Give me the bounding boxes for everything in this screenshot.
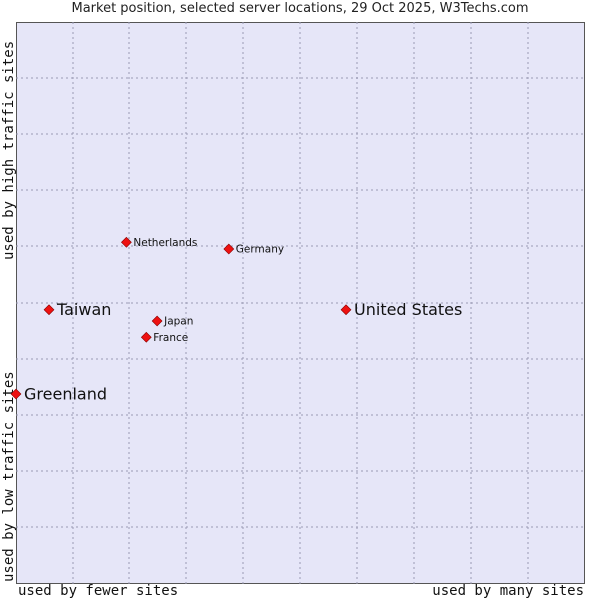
data-point-japan[interactable] [151, 315, 163, 327]
data-label-united-states: United States [354, 300, 462, 319]
data-label-japan: Japan [163, 315, 193, 327]
data-label-germany: Germany [236, 244, 284, 256]
data-label-greenland: Greenland [24, 385, 107, 404]
data-label-france: France [153, 332, 188, 344]
x-axis-label-high: used by many sites [432, 583, 584, 599]
chart-title: Market position, selected server locatio… [71, 1, 529, 16]
x-axis-label-low: used by fewer sites [18, 583, 179, 599]
data-point-greenland[interactable] [10, 388, 22, 400]
data-point-france[interactable] [140, 331, 152, 343]
data-label-netherlands: Netherlands [133, 237, 197, 249]
data-point-united-states[interactable] [340, 304, 352, 316]
data-point-netherlands[interactable] [121, 236, 132, 248]
data-label-taiwan: Taiwan [56, 300, 111, 319]
data-point-taiwan[interactable] [43, 304, 55, 316]
data-point-germany[interactable] [223, 243, 235, 255]
